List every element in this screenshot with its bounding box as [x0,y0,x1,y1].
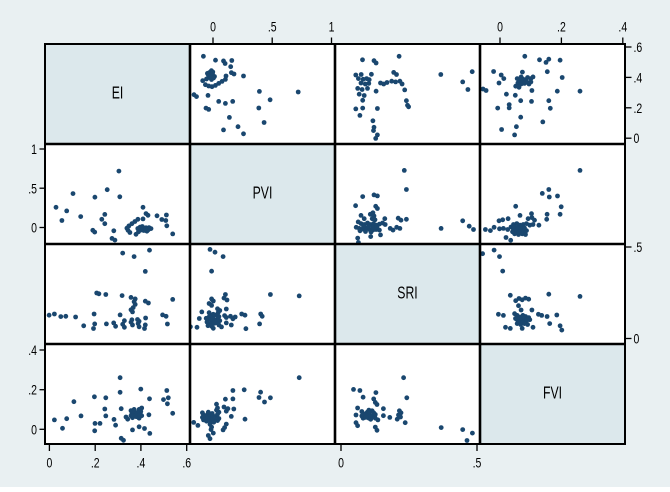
svg-text:.2: .2 [557,19,566,35]
svg-text:.6: .6 [634,40,643,56]
svg-text:.4: .4 [618,19,627,35]
svg-text:.5: .5 [28,181,37,197]
svg-text:.4: .4 [28,343,37,359]
svg-text:.5: .5 [473,455,482,471]
svg-text:.6: .6 [182,455,191,471]
svg-text:SRI: SRI [397,283,417,303]
svg-text:0: 0 [497,19,503,35]
svg-text:1: 1 [31,142,37,158]
svg-text:.2: .2 [634,100,643,116]
svg-text:.5: .5 [634,240,643,256]
svg-text:.2: .2 [91,455,100,471]
svg-text:1: 1 [329,19,335,35]
svg-text:.5: .5 [268,19,277,35]
svg-text:0: 0 [634,331,640,347]
svg-text:0: 0 [46,455,52,471]
svg-text:.2: .2 [28,382,37,398]
svg-text:EI: EI [112,83,124,103]
svg-text:0: 0 [338,455,344,471]
svg-text:0: 0 [31,220,37,236]
svg-text:0: 0 [31,422,37,438]
svg-text:PVI: PVI [253,183,273,203]
svg-text:.4: .4 [634,70,643,86]
svg-text:0: 0 [634,131,640,147]
svg-text:FVI: FVI [543,383,562,403]
svg-text:0: 0 [210,19,216,35]
svg-text:.4: .4 [137,455,146,471]
